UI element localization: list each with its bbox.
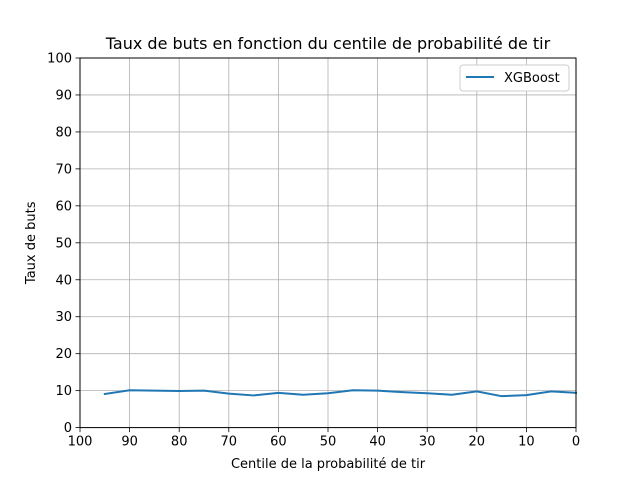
- x-tick-label: 40: [369, 435, 386, 450]
- x-tick-label: 50: [320, 435, 337, 450]
- x-tick-label: 10: [518, 435, 535, 450]
- x-tick-label: 90: [121, 435, 138, 450]
- chart-title: Taux de buts en fonction du centile de p…: [105, 34, 551, 53]
- series-layer: [103, 389, 578, 398]
- y-tick-label: 0: [64, 421, 72, 436]
- y-tick-label: 50: [55, 236, 72, 251]
- x-tick-label: 20: [469, 435, 486, 450]
- y-tick-label: 90: [55, 88, 72, 103]
- x-axis-label: Centile de la probabilité de tir: [231, 457, 426, 472]
- y-tick-label: 30: [55, 310, 72, 325]
- y-tick-label: 70: [55, 162, 72, 177]
- x-tick-label: 60: [270, 435, 287, 450]
- series-line-xgboost: [103, 389, 578, 398]
- x-tick-label: 80: [171, 435, 188, 450]
- y-tick-label: 60: [55, 199, 72, 214]
- y-tick-label: 20: [55, 347, 72, 362]
- x-tick-label: 30: [419, 435, 436, 450]
- tick-labels: 100 90 80 70 60 50 40 30 20 10 0010203040506070809…: [47, 52, 580, 450]
- legend-box: [459, 64, 570, 92]
- x-tick-label: 70: [221, 435, 238, 450]
- y-tick-label: 80: [55, 125, 72, 140]
- legend: XGBoost: [459, 64, 570, 92]
- legend-label: XGBoost: [504, 71, 560, 86]
- y-tick-label: 40: [55, 273, 72, 288]
- ticks: [75, 57, 577, 433]
- y-axis-label: Taux de buts: [24, 201, 39, 285]
- x-tick-label: 100: [68, 435, 93, 450]
- y-tick-label: 10: [55, 384, 72, 399]
- x-tick-label: 0: [572, 435, 580, 450]
- y-tick-label: 100: [47, 52, 72, 67]
